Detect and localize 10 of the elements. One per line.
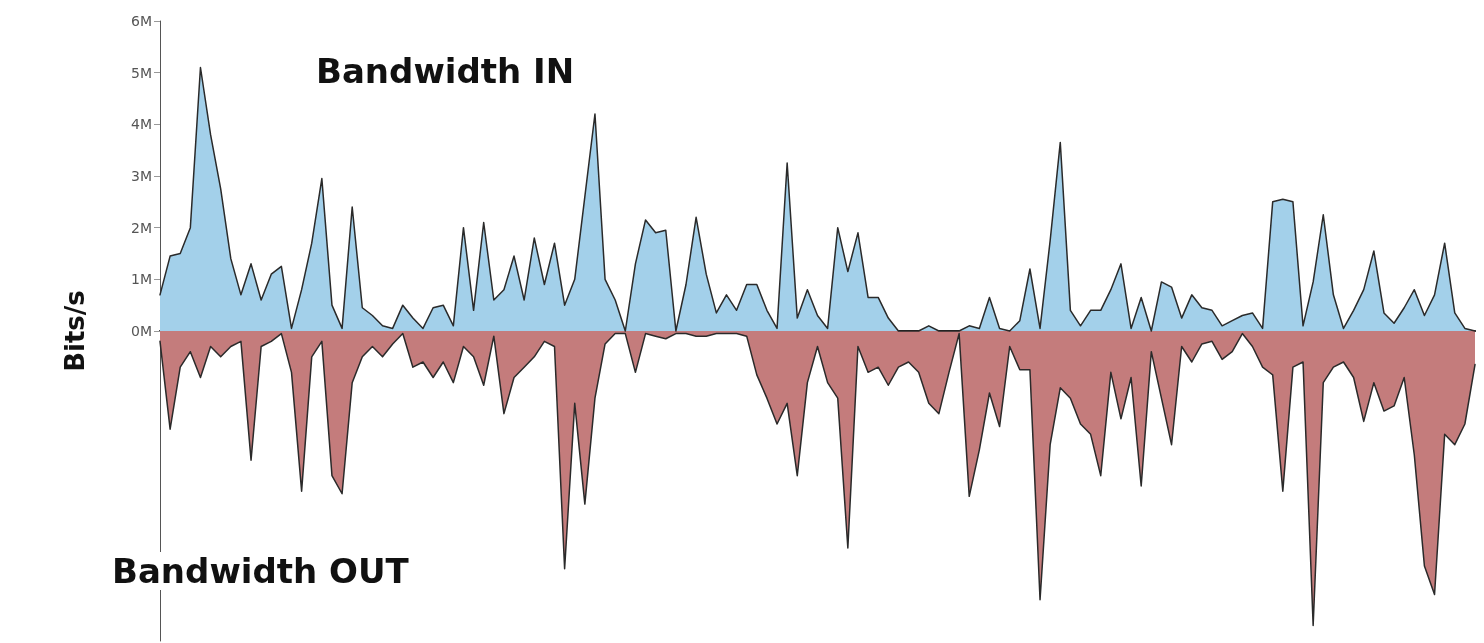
- y-tick-label: 3M: [131, 168, 152, 184]
- y-tick-label: 5M: [131, 64, 152, 81]
- y-tick-label: 4M: [131, 116, 152, 133]
- y-axis-title: Bits/s: [60, 290, 90, 372]
- y-tick-label: 6M: [131, 13, 152, 29]
- y-tick-label: 0M: [131, 323, 152, 339]
- y-tick-label: 1M: [131, 271, 152, 288]
- y-tick-label: 2M: [131, 219, 152, 236]
- series-label: Bandwidth IN: [316, 51, 575, 91]
- text: Bandwidth OUT: [112, 551, 410, 591]
